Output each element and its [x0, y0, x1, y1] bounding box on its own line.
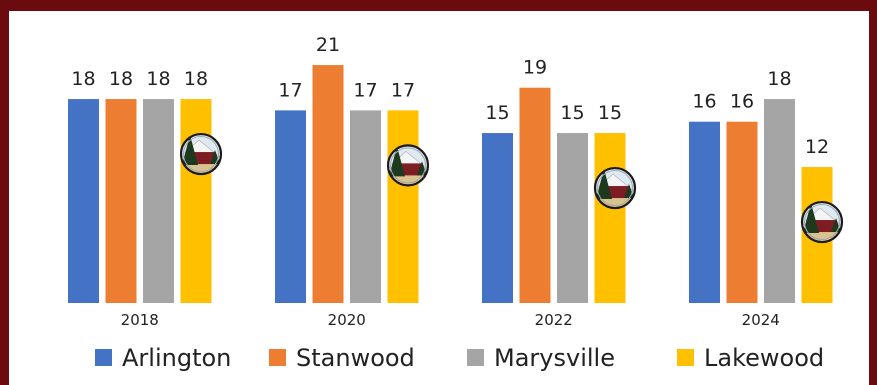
logos-layer [179, 132, 844, 244]
data-label-arlington-2020: 17 [278, 79, 302, 101]
lakewood-logo-icon [593, 166, 637, 210]
bar-arlington-2022 [482, 133, 513, 303]
legend-label-arlington: Arlington [122, 344, 231, 372]
data-label-lakewood-2020: 17 [391, 79, 415, 101]
bar-arlington-2020 [275, 110, 306, 303]
lakewood-logo-icon [386, 144, 430, 187]
data-label-lakewood-2022: 15 [598, 102, 622, 124]
category-label-2024: 2024 [742, 311, 780, 329]
data-label-stanwood-2018: 18 [109, 68, 133, 90]
legend-label-lakewood: Lakewood [704, 344, 824, 372]
bar-lakewood-2018 [180, 99, 212, 303]
legend-label-stanwood: Stanwood [296, 344, 415, 372]
data-label-marysville-2018: 18 [146, 68, 170, 90]
data-label-marysville-2020: 17 [353, 79, 377, 101]
data-label-marysville-2022: 15 [560, 102, 584, 124]
bar-marysville-2022 [557, 133, 588, 303]
bar-stanwood-2020 [312, 65, 344, 303]
bar-marysville-2018 [143, 99, 174, 303]
data-label-arlington-2022: 15 [485, 102, 509, 124]
data-label-arlington-2024: 16 [692, 91, 716, 113]
bars-layer [68, 65, 833, 303]
legend-swatch-marysville [467, 349, 484, 366]
data-label-stanwood-2020: 21 [316, 34, 340, 56]
data-label-stanwood-2022: 19 [523, 57, 547, 79]
data-label-marysville-2024: 18 [767, 68, 791, 90]
bar-lakewood-2022 [594, 133, 626, 303]
bar-arlington-2024 [689, 121, 720, 303]
data-labels-layer: 18 18 18 18 17 21 17 17 15 19 15 15 16 16 18 12 [71, 34, 829, 158]
data-label-stanwood-2024: 16 [730, 91, 754, 113]
bar-stanwood-2024 [726, 121, 758, 303]
bar-marysville-2024 [764, 99, 795, 303]
legend-swatch-stanwood [269, 349, 286, 366]
legend-swatch-arlington [95, 349, 112, 366]
category-label-2022: 2022 [535, 311, 573, 329]
category-labels-layer: 2018 2020 2022 2024 [121, 311, 780, 329]
bar-stanwood-2018 [105, 99, 137, 303]
legend-label-marysville: Marysville [494, 344, 615, 372]
data-label-lakewood-2018: 18 [184, 68, 208, 90]
bar-arlington-2018 [68, 99, 99, 303]
lakewood-logo-icon [179, 132, 223, 176]
legend: Arlington Stanwood Marysville Lakewood [95, 344, 824, 372]
lakewood-logo-icon [800, 200, 844, 244]
bar-marysville-2020 [350, 110, 381, 303]
category-label-2020: 2020 [328, 311, 366, 329]
bar-stanwood-2022 [519, 87, 551, 303]
grouped-bar-chart: 18 18 18 18 17 21 17 17 15 19 15 15 16 16 18 12 2018 202… [68, 34, 844, 372]
legend-swatch-lakewood [677, 349, 694, 366]
data-label-lakewood-2024: 12 [805, 136, 829, 158]
chart-frame: 18 18 18 18 17 21 17 17 15 19 15 15 16 16 18 12 2018 202… [9, 11, 869, 385]
bar-lakewood-2020 [387, 110, 419, 303]
data-label-arlington-2018: 18 [71, 68, 95, 90]
category-label-2018: 2018 [121, 311, 159, 329]
